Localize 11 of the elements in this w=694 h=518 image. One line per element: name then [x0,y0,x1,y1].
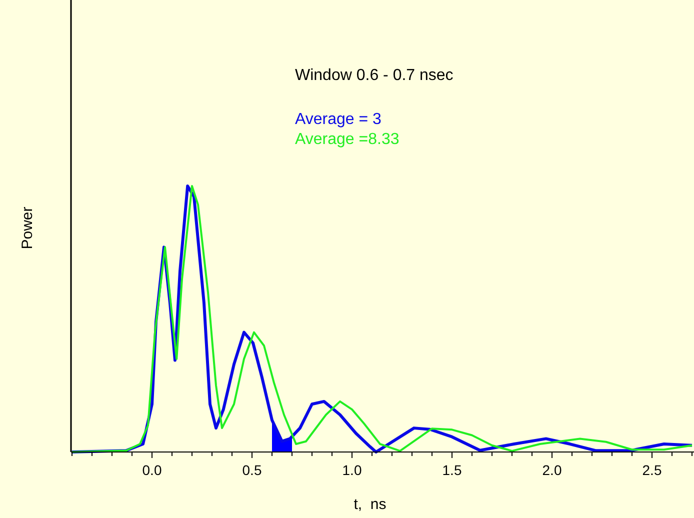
x-tick-label: 2.5 [642,462,662,478]
text: Average =8.33 [295,131,400,148]
x-tick-label: 0.0 [142,462,162,478]
x-tick-label: 2.0 [542,462,562,478]
x-tick-label: 0.5 [242,462,262,478]
x-tick-label: 1.0 [342,462,362,478]
y-axis-title: Power [19,206,36,250]
text: Average = 3 [295,111,382,128]
x-tick-label: 1.5 [442,462,462,478]
x-axis-title: t, ns [354,496,386,513]
text: Window 0.6 - 0.7 nsec [295,67,454,84]
